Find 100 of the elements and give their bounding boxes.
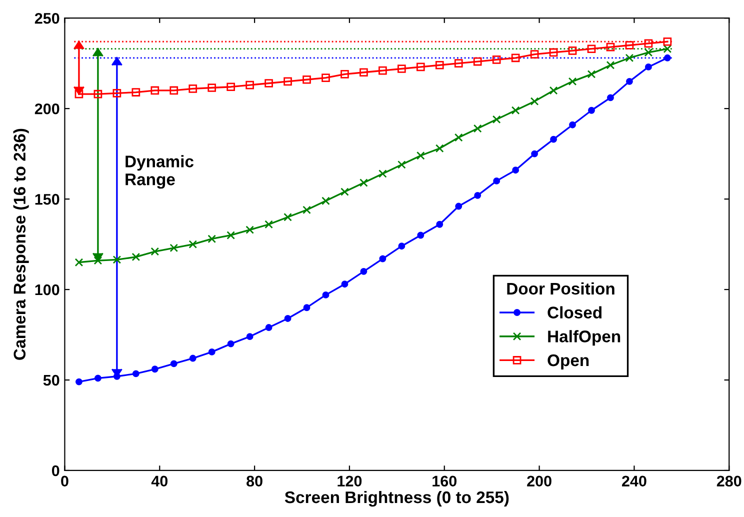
- y-tick-label: 50: [43, 374, 60, 386]
- point: [132, 370, 140, 378]
- point: [208, 234, 216, 244]
- point: [606, 42, 615, 52]
- point: [302, 206, 311, 214]
- point: [170, 86, 178, 95]
- point: [246, 80, 254, 90]
- point: [378, 170, 387, 178]
- point: [340, 70, 349, 78]
- x-tick-label: 160: [432, 476, 456, 487]
- point: [378, 66, 387, 75]
- point: [436, 220, 444, 228]
- point: [188, 240, 198, 248]
- point: [227, 340, 234, 348]
- point: [302, 75, 311, 84]
- point: [644, 48, 653, 57]
- point: [587, 44, 596, 54]
- legend-label: Open: [548, 354, 589, 370]
- point: [417, 232, 424, 239]
- point: [607, 94, 614, 102]
- point: [264, 220, 273, 229]
- point: [511, 54, 520, 62]
- point: [94, 374, 102, 382]
- point: [170, 360, 178, 368]
- point: [341, 280, 348, 288]
- point: [226, 231, 235, 240]
- point: [398, 242, 406, 250]
- legend-title: Door Position: [507, 282, 614, 295]
- point: [626, 78, 633, 85]
- point: [454, 59, 463, 68]
- point: [264, 79, 273, 88]
- point: [416, 151, 425, 160]
- point: [246, 226, 254, 234]
- point: [549, 48, 558, 57]
- point: [473, 124, 482, 133]
- point: [473, 57, 482, 66]
- point: [416, 62, 425, 72]
- point: [550, 136, 558, 143]
- annotation: Dynamic Range: [126, 155, 194, 189]
- point: [151, 366, 158, 373]
- y-tick-label: 200: [34, 103, 60, 114]
- point: [435, 60, 444, 70]
- point: [360, 178, 368, 187]
- point: [663, 37, 672, 46]
- point: [663, 44, 672, 54]
- point: [322, 196, 330, 206]
- point: [493, 177, 500, 184]
- point: [112, 89, 122, 98]
- point: [625, 54, 634, 62]
- point: [132, 252, 140, 262]
- point: [569, 121, 576, 128]
- point: [322, 291, 330, 298]
- x-tick-label: 200: [527, 476, 552, 487]
- point: [379, 255, 386, 262]
- y-tick-label: 150: [35, 194, 60, 205]
- point: [112, 255, 122, 264]
- point: [530, 97, 539, 106]
- point: [132, 88, 140, 96]
- y-tick-label: 0: [52, 465, 60, 476]
- point: [303, 304, 310, 312]
- point: [568, 77, 577, 86]
- point: [568, 46, 577, 55]
- x-tick-label: 80: [246, 476, 262, 487]
- point: [625, 41, 634, 50]
- y-tick-label: 100: [35, 284, 60, 296]
- point: [492, 115, 501, 124]
- point: [530, 50, 539, 58]
- point: [113, 372, 120, 380]
- x-tick-label: 40: [151, 476, 168, 487]
- point: [588, 106, 595, 114]
- point: [246, 333, 254, 340]
- point: [284, 77, 292, 86]
- y-axis-title: Camera Response (16 to 236): [13, 128, 29, 360]
- x-tick-label: 240: [622, 476, 646, 487]
- point: [511, 106, 520, 115]
- point: [492, 56, 501, 64]
- point: [587, 70, 596, 78]
- point: [474, 192, 482, 199]
- point: [189, 354, 196, 362]
- legend-label: HalfOpen: [548, 330, 620, 346]
- point: [284, 212, 292, 222]
- x-tick-label: 0: [61, 476, 68, 487]
- point: [644, 63, 652, 70]
- point: [512, 166, 520, 174]
- point: [170, 244, 178, 252]
- point: [208, 84, 216, 92]
- point: [322, 74, 330, 82]
- point: [360, 268, 368, 275]
- point: [94, 256, 102, 265]
- point: [435, 144, 444, 153]
- point: [74, 258, 84, 267]
- point: [340, 188, 349, 196]
- x-tick-label: 120: [338, 476, 362, 487]
- point: [454, 133, 463, 142]
- point: [644, 39, 653, 48]
- legend-label: Closed: [548, 306, 602, 318]
- point: [188, 84, 198, 93]
- point: [75, 378, 82, 386]
- point: [208, 348, 216, 356]
- point: [360, 68, 368, 77]
